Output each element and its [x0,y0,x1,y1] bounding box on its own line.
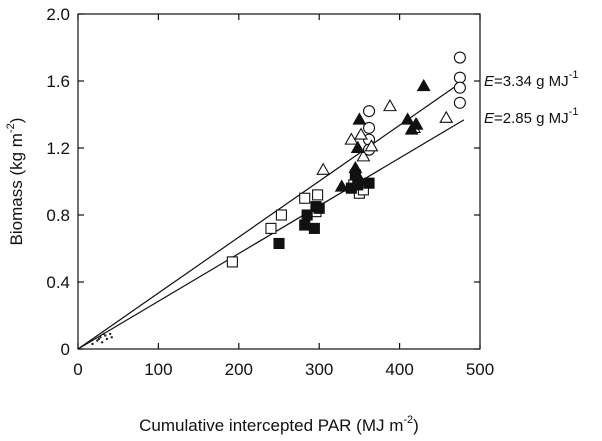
small-dot-point [100,341,104,344]
small-dot-point [91,342,94,346]
small-dot-point [97,337,101,341]
x-tick-label: 500 [466,360,494,379]
filled-square-point [299,219,311,231]
axis-labels: 0 100 200 300 400 500 0 0.4 0.8 1.2 1.6 2.0 [46,5,494,379]
filled-square-point [349,169,361,181]
y-tick-label: 0.8 [46,206,70,225]
open-circle-point [453,51,466,64]
small-dot-point [105,337,109,341]
open-triangle-point [344,132,359,145]
small-dot-point [102,332,105,336]
filled-triangle-point [400,112,415,125]
filled-triangle-point [350,140,365,154]
line-label-upper: E=3.34 g MJ-1 [484,69,578,90]
y-tick-label: 0 [61,340,70,359]
open-square-point [265,222,277,234]
open-square-point [275,209,287,221]
open-square-point [299,192,311,204]
small-dot-point [96,339,99,342]
small-dot-point [104,334,107,337]
plot-frame [77,13,481,350]
filled-square-point [308,222,320,234]
y-tick-label: 2.0 [46,5,70,24]
y-tick-label: 1.6 [46,72,70,91]
x-tick-label: 200 [225,360,253,379]
filled-square-point [363,177,375,189]
filled-triangle-point [352,112,367,125]
x-tick-label: 0 [73,360,82,379]
open-square-point [312,189,324,201]
small-dot-point [110,336,113,339]
x-axis-title: Cumulative intercepted PAR (MJ m-2) [139,414,419,435]
filled-square-point [273,237,285,250]
open-circle-point [453,81,466,94]
filled-square-point [352,179,364,191]
axis-ticks [77,13,481,350]
y-tick-label: 0.4 [46,273,70,292]
y-tick-label: 1.2 [46,139,70,158]
open-triangle-point [364,139,379,152]
open-circle-point [453,96,466,109]
filled-triangle-point [334,179,349,192]
regression-line-0 [77,79,465,350]
line-label-lower: E=2.85 g MJ-1 [484,106,578,127]
filled-triangle-point [408,117,423,130]
open-circle-point [362,105,376,118]
filled-triangle-point [416,78,431,92]
open-circle-point [362,121,376,134]
small-dot-point [108,332,112,336]
regression-lines [77,79,465,350]
open-triangle-point [356,149,371,162]
x-tick-label: 100 [144,360,172,379]
filled-square-point [313,202,325,214]
x-tick-label: 300 [305,360,333,379]
data-points [91,51,466,346]
open-circle-point [453,71,466,84]
y-axis-title: Biomass (kg m-2) [5,118,26,246]
x-tick-label: 400 [385,360,413,379]
open-triangle-point [383,99,397,112]
open-triangle-point [316,162,331,175]
open-triangle-point [354,127,368,140]
open-triangle-point [439,110,454,123]
regression-line-1 [77,119,465,350]
filled-square-point [301,209,313,221]
open-square-point [226,256,238,268]
small-dot-point [99,336,102,339]
plot-area-group [77,13,481,350]
